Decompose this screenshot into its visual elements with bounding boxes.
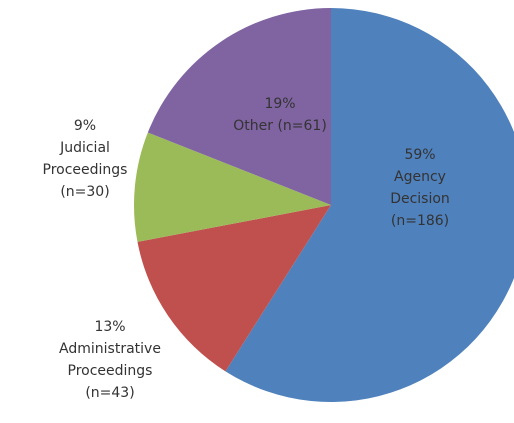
data-label: 9% xyxy=(74,118,96,134)
category-name: Other xyxy=(233,118,273,134)
pie-slice xyxy=(225,8,514,402)
data-label: 19% xyxy=(264,96,295,112)
category-label: Other (n=61) xyxy=(233,118,327,134)
category-label: Proceedings xyxy=(43,162,128,178)
category-label: Proceedings xyxy=(68,363,153,379)
data-label: 59% xyxy=(404,147,435,163)
count-label: (n=61) xyxy=(277,118,326,134)
pie-slice xyxy=(147,8,331,205)
count-label: (n=186) xyxy=(391,213,449,229)
pie-slice xyxy=(134,132,331,242)
count-label: (n=43) xyxy=(85,385,134,401)
category-label: Administrative xyxy=(59,341,161,357)
category-label: Judicial xyxy=(59,140,110,156)
count-label: (n=30) xyxy=(60,184,109,200)
pie-slice xyxy=(137,205,331,372)
category-label: Decision xyxy=(390,191,450,207)
data-label: 13% xyxy=(94,319,125,335)
category-label: Agency xyxy=(394,169,446,185)
